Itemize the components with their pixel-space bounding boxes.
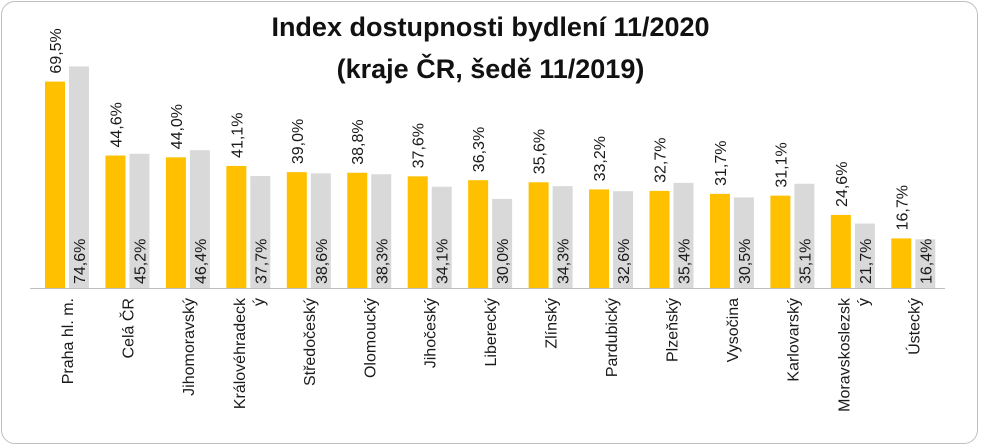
bar-2019 xyxy=(552,186,573,288)
bar-2020 xyxy=(45,81,65,289)
category-label: Plzeňský xyxy=(665,298,682,362)
data-label-2019: 34,1% xyxy=(435,239,452,284)
category-label: Celá ČR xyxy=(118,298,137,358)
bar-2020 xyxy=(165,157,186,288)
data-label-2020: 39,0% xyxy=(290,119,307,164)
data-label-2020: 35,6% xyxy=(532,129,549,174)
category-label: Jihomoravský xyxy=(181,298,198,396)
bar-2019 xyxy=(431,186,452,288)
bar-2019 xyxy=(915,239,936,288)
category-label: Moravskoslezsk xyxy=(836,297,853,412)
category-label: Vysočina xyxy=(725,298,742,362)
bar-2019 xyxy=(189,150,210,288)
data-label-2020: 44,0% xyxy=(169,104,186,149)
data-label-2019: 30,5% xyxy=(737,239,754,284)
bar-2019 xyxy=(613,191,634,288)
data-label-2020: 24,6% xyxy=(834,162,851,207)
category-label: Liberecký xyxy=(483,298,500,366)
bar-2020 xyxy=(226,165,247,288)
bar-2020 xyxy=(528,182,549,288)
data-label-2020: 38,8% xyxy=(350,119,367,164)
data-label-2019: 34,3% xyxy=(556,239,573,284)
category-label: Praha hl. m. xyxy=(60,298,77,384)
data-label-2019: 45,2% xyxy=(132,239,149,284)
data-label-2019: 21,7% xyxy=(858,239,875,284)
data-label-2020: 31,7% xyxy=(713,140,730,185)
bar-2020 xyxy=(830,214,851,288)
data-label-2019: 37,7% xyxy=(253,239,270,284)
data-label-2020: 31,1% xyxy=(773,142,790,187)
data-label-2019: 46,4% xyxy=(193,239,210,284)
data-label-2020: 36,3% xyxy=(471,127,488,172)
bar-2019 xyxy=(250,176,271,288)
bar-2019 xyxy=(492,198,513,288)
bar-2020 xyxy=(105,155,126,288)
bar-2020 xyxy=(589,189,610,288)
category-label: Královéhradeck xyxy=(232,297,249,409)
bar-2020 xyxy=(347,172,368,288)
category-label: Zlínský xyxy=(544,298,561,349)
data-label-2020: 33,2% xyxy=(592,136,609,181)
category-label: Pardubický xyxy=(604,298,621,377)
data-label-2020: 16,7% xyxy=(894,185,911,230)
data-label-2019: 38,6% xyxy=(314,239,331,284)
bar-2020 xyxy=(468,180,489,288)
data-label-2020: 69,5% xyxy=(48,28,65,73)
bar-2019 xyxy=(69,66,89,288)
bar-2019 xyxy=(371,174,392,288)
data-label-2019: 30,0% xyxy=(495,239,512,284)
bar-2020 xyxy=(770,195,791,288)
bar-2019 xyxy=(129,153,150,288)
category-label: Olomoucký xyxy=(362,298,379,378)
bar-2019 xyxy=(310,173,331,288)
category-label: Středočeský xyxy=(302,298,319,386)
data-label-2019: 35,1% xyxy=(797,239,814,284)
data-label-2019: 32,6% xyxy=(616,239,633,284)
bar-2020 xyxy=(407,176,428,288)
data-label-2020: 44,6% xyxy=(108,102,125,147)
data-label-2020: 32,7% xyxy=(653,138,670,183)
category-label: ý xyxy=(251,298,268,306)
bar-2020 xyxy=(709,193,730,288)
category-label: ý xyxy=(855,298,872,306)
bar-2020 xyxy=(286,172,307,288)
bar-2020 xyxy=(649,190,670,288)
chart-title: Index dostupnosti bydlení 11/2020 xyxy=(271,12,710,42)
category-label: Karlovarský xyxy=(785,298,802,382)
bar-2020 xyxy=(891,238,912,288)
bar-2019 xyxy=(854,223,875,288)
bar-2019 xyxy=(794,183,815,288)
chart-subtitle: (kraje ČR, šedě 11/2019) xyxy=(336,54,645,84)
bar-2019 xyxy=(733,197,754,288)
data-label-2019: 16,4% xyxy=(918,239,935,284)
category-label: Ústecký xyxy=(904,298,923,355)
data-label-2019: 38,3% xyxy=(374,239,391,284)
category-label: Jihočeský xyxy=(423,298,440,368)
data-label-2020: 41,1% xyxy=(229,113,246,158)
data-label-2020: 37,6% xyxy=(411,123,428,168)
data-label-2019: 74,6% xyxy=(72,239,89,284)
data-label-2019: 35,4% xyxy=(677,239,694,284)
bar-2019 xyxy=(673,182,694,288)
